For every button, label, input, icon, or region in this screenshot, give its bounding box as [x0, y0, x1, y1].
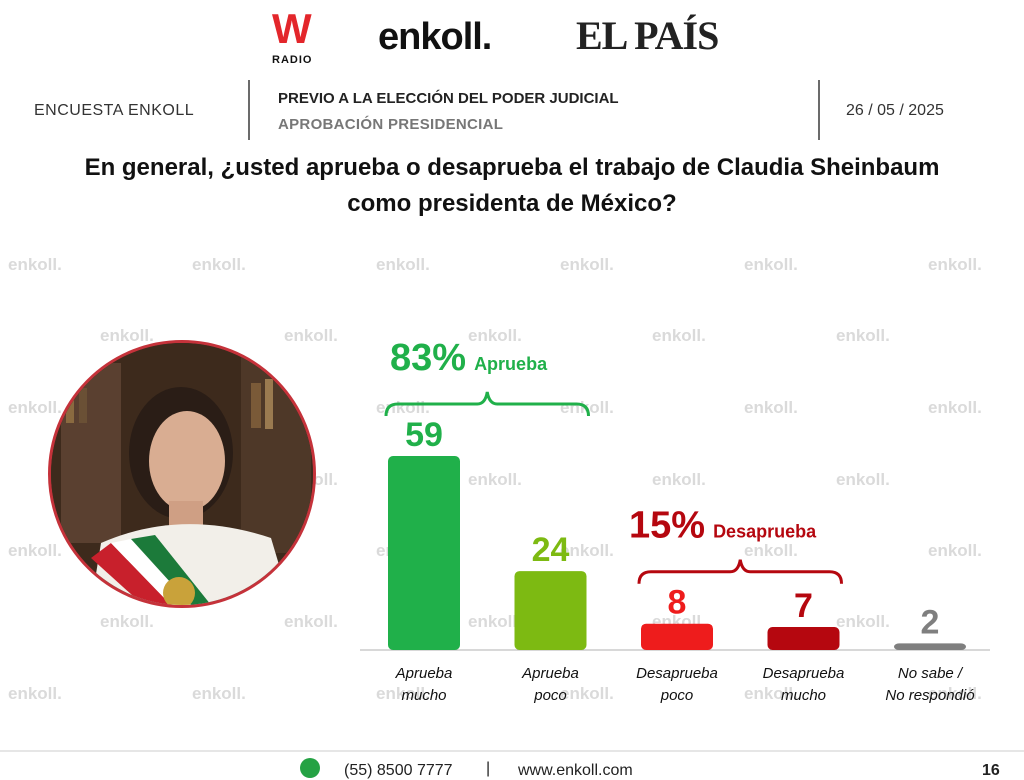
enkoll-watermark: enkoll.	[284, 612, 338, 631]
enkoll-watermark: enkoll.	[560, 541, 614, 560]
page-number: 16	[982, 762, 1000, 779]
enkoll-watermark: enkoll.	[836, 612, 890, 631]
enkoll-watermark: enkoll.	[652, 326, 706, 345]
elpais-logo: EL PAÍS	[576, 13, 719, 58]
category-label: Aprueba mucho	[395, 665, 453, 704]
enkoll-watermark: enkoll.	[744, 541, 798, 560]
enkoll-watermark: enkoll.	[836, 326, 890, 345]
wradio-logo-radio: RADIO	[272, 54, 313, 66]
enkoll-watermark: enkoll.	[744, 684, 798, 703]
footer-phone: (55) 8500 7777	[344, 762, 453, 779]
footer-website[interactable]: www.enkoll.com	[518, 762, 633, 779]
report-subtitle: APROBACIÓN PRESIDENCIAL	[278, 116, 504, 133]
enkoll-watermark: enkoll.	[8, 541, 62, 560]
logo-bar: W RADIO enkoll. EL PAÍS	[0, 0, 1024, 75]
enkoll-watermark: enkoll.	[8, 255, 62, 274]
president-photo	[48, 340, 316, 608]
bar-value-label: 2	[921, 603, 940, 641]
approval-bar-chart: 59 Aprueba mucho 24 Aprueba poco 8 Desaprueba po…	[360, 337, 990, 704]
bar-value-label: 59	[405, 416, 443, 454]
bar	[894, 643, 966, 650]
whatsapp-icon	[300, 758, 320, 778]
enkoll-watermark: enkoll.	[744, 255, 798, 274]
group-total-label: 83% Aprueba	[390, 337, 548, 379]
category-label: Desaprueba poco	[636, 665, 718, 704]
wradio-logo: W RADIO	[272, 8, 328, 68]
enkoll-watermark: enkoll.	[928, 255, 982, 274]
enkoll-watermark: enkoll.	[284, 326, 338, 345]
enkoll-watermark: enkoll.	[376, 684, 430, 703]
enkoll-watermark: enkoll.	[8, 398, 62, 417]
enkoll-watermark: enkoll.	[468, 470, 522, 489]
bar	[514, 571, 587, 650]
enkoll-watermark: enkoll.	[560, 255, 614, 274]
category-label: Aprueba poco	[521, 665, 579, 704]
report-title: PREVIO A LA ELECCIÓN DEL PODER JUDICIAL	[278, 90, 619, 107]
enkoll-watermark: enkoll.	[100, 612, 154, 631]
bar-value-label: 7	[794, 587, 813, 625]
portrait-illustration	[51, 343, 313, 605]
category-label: Desaprueba mucho	[763, 665, 845, 704]
group-bracket	[384, 391, 590, 417]
enkoll-logo: enkoll.	[378, 16, 492, 58]
survey-question: En general, ¿usted aprueba o desaprueba …	[84, 154, 940, 217]
enkoll-watermark: enkoll.	[376, 255, 430, 274]
bar	[388, 456, 460, 650]
enkoll-watermark: enkoll.	[928, 684, 982, 703]
wradio-logo-w: W	[272, 5, 312, 52]
survey-label: ENCUESTA ENKOLL	[34, 102, 195, 119]
enkoll-watermark: enkoll.	[928, 541, 982, 560]
report-date: 26 / 05 / 2025	[846, 102, 944, 119]
enkoll-watermark: enkoll.	[8, 684, 62, 703]
group-bracket	[637, 559, 843, 584]
footer: (55) 8500 7777 | www.enkoll.com 16	[0, 750, 1024, 779]
footer-separator: |	[486, 760, 491, 777]
bar-value-label: 24	[532, 531, 570, 569]
header-divider	[248, 80, 250, 140]
group-total-label: 15% Desaprueba	[629, 505, 817, 547]
enkoll-watermark: enkoll.	[192, 255, 246, 274]
enkoll-watermark: enkoll.	[928, 398, 982, 417]
bar-value-label: 8	[668, 584, 687, 622]
header-divider	[818, 80, 820, 140]
enkoll-watermark: enkoll.	[468, 612, 522, 631]
enkoll-watermark: enkoll.	[744, 398, 798, 417]
enkoll-watermark: enkoll.	[100, 326, 154, 345]
enkoll-watermark: enkoll.	[836, 470, 890, 489]
category-label: No sabe / No respondió	[885, 665, 974, 704]
enkoll-watermark: enkoll.	[468, 326, 522, 345]
report-header: ENCUESTA ENKOLL PREVIO A LA ELECCIÓN DEL…	[0, 80, 1024, 142]
enkoll-watermark: enkoll.	[560, 684, 614, 703]
enkoll-watermark: enkoll.	[652, 470, 706, 489]
bar	[641, 623, 713, 650]
bar	[767, 626, 840, 650]
enkoll-watermark: enkoll.	[192, 684, 246, 703]
